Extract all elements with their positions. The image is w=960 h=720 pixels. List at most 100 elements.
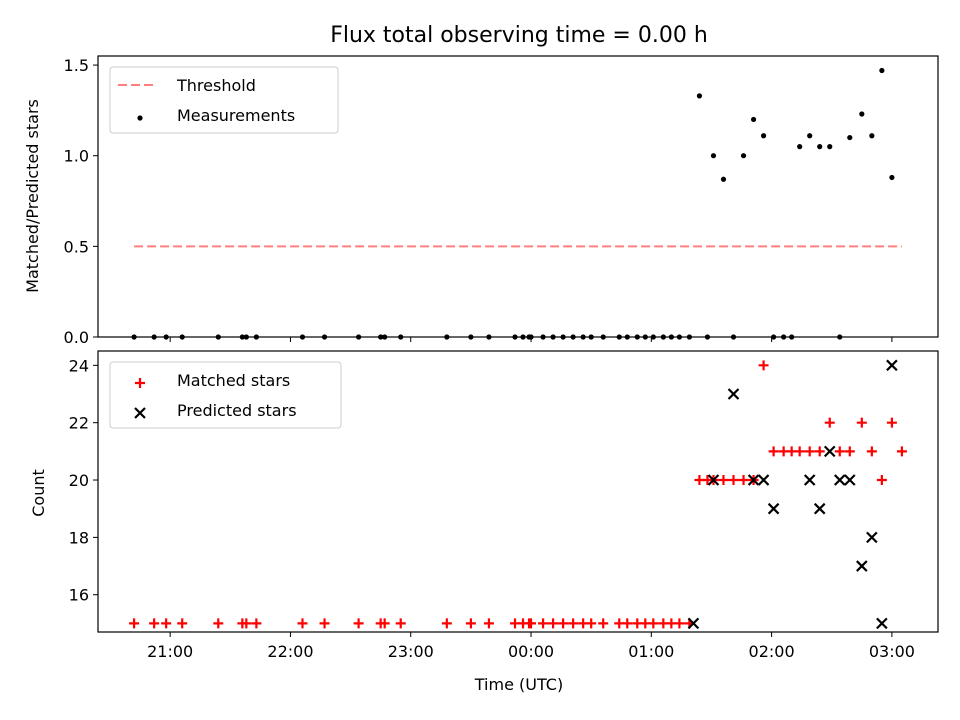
predicted-star-marker [757,474,770,486]
x-tick-label: 21:00 [147,642,193,661]
y-tick-label: 24 [69,356,89,375]
matched-star-marker [568,618,579,629]
y-tick-label: 1.5 [64,56,89,75]
y-tick-label: 0.5 [64,237,89,256]
predicted-star-marker [687,617,700,630]
axes-frame [97,55,939,338]
y-tick-label: 22 [69,414,89,433]
measurement-point [817,144,823,150]
matched-star-marker [558,618,569,629]
measurement-point [827,144,833,150]
measurement-point [720,176,727,182]
matched-star-marker [622,618,633,629]
matched-star-marker [129,618,140,629]
matched-star-marker [804,446,815,457]
matched-star-marker [834,446,845,457]
matched-star-marker [526,618,537,629]
matched-star-marker [718,475,729,486]
predicted-star-marker [823,445,836,458]
predicted-star-marker [767,502,780,515]
matched-star-marker [768,446,779,457]
matched-star-marker [483,618,494,629]
predicted-star-marker [866,531,878,544]
predicted-star-marker [844,474,856,486]
matched-star-marker [586,618,597,629]
predicted-star-marker [876,617,888,630]
matched-star-marker [251,618,262,629]
predicted-star-marker [833,474,846,486]
matched-star-marker [598,618,609,629]
measurement-point [889,174,895,181]
matched-star-marker [758,360,769,371]
y-tick-label: 18 [69,528,89,547]
matched-star-marker [896,446,907,457]
matched-star-marker [149,618,160,629]
measurement-point [750,116,757,123]
legend-label: Predicted stars [177,401,297,420]
chart-title: Flux total observing time = 0.00 h [330,23,708,48]
matched-star-marker [856,417,867,428]
matched-star-marker [177,618,188,629]
matched-star-marker [395,618,406,629]
legend-measurement-swatch [137,115,143,121]
matched-star-marker [213,618,224,629]
matched-star-marker [824,417,835,428]
legend-predicted-swatch [134,407,146,419]
y-tick-label: 20 [69,471,89,490]
measurement-point [807,133,813,139]
predicted-star-marker [707,474,720,486]
y-tick-label: 0.0 [64,328,89,347]
x-tick-label: 00:00 [508,642,554,661]
x-axis-label: Time (UTC) [474,675,563,694]
legend-label: Measurements [177,106,295,125]
matched-star-marker [738,475,749,486]
legend-box [109,66,339,134]
measurement-point [710,153,717,159]
matched-star-marker [297,618,308,629]
matched-star-marker [814,446,825,457]
y-tick-label: 16 [69,586,89,605]
measurement-point [760,133,767,139]
x-tick-label: 22:00 [267,642,313,661]
matched-star-marker [465,618,476,629]
legend-label: Matched stars [177,371,290,390]
x-tick-label: 23:00 [388,642,434,661]
bottom-y-axis-label: Count [29,469,48,517]
x-tick-label: 03:00 [869,642,915,661]
axes-frame [97,350,939,633]
matched-star-marker [241,618,252,629]
x-tick-label: 02:00 [749,642,795,661]
y-tick-label: 1.0 [64,147,89,166]
matched-star-marker [161,618,172,629]
predicted-star-marker [856,560,868,572]
measurement-point [879,67,885,74]
matched-star-marker [379,618,390,629]
predicted-star-marker [727,388,740,400]
measurement-point [740,153,747,159]
legend-matched-swatch [135,378,145,388]
matched-star-marker [319,618,330,629]
measurement-point [847,134,853,141]
legend-box [109,361,342,429]
x-tick-label: 01:00 [628,642,674,661]
measurement-point [859,111,865,117]
matched-star-marker [441,618,452,629]
legend-label: Threshold [176,76,256,95]
matched-star-marker [674,618,685,629]
predicted-star-marker [886,359,898,372]
top-y-axis-label: Matched/Predicted stars [23,99,42,293]
measurement-point [696,93,703,99]
bottom-panel: 16 18 20 22 24 21:00 22:00 23:00 00:00 01:00 02:00… [69,350,939,661]
matched-star-marker [648,618,659,629]
measurement-point [869,133,875,139]
matched-star-marker [844,446,855,457]
predicted-star-marker [813,502,826,515]
matched-star-marker [794,446,805,457]
predicted-star-marker [803,474,816,486]
measurement-point [797,144,803,150]
matched-star-marker [548,618,559,629]
matched-star-marker [876,475,887,486]
matched-star-marker [728,475,739,486]
matched-star-marker [886,417,897,428]
